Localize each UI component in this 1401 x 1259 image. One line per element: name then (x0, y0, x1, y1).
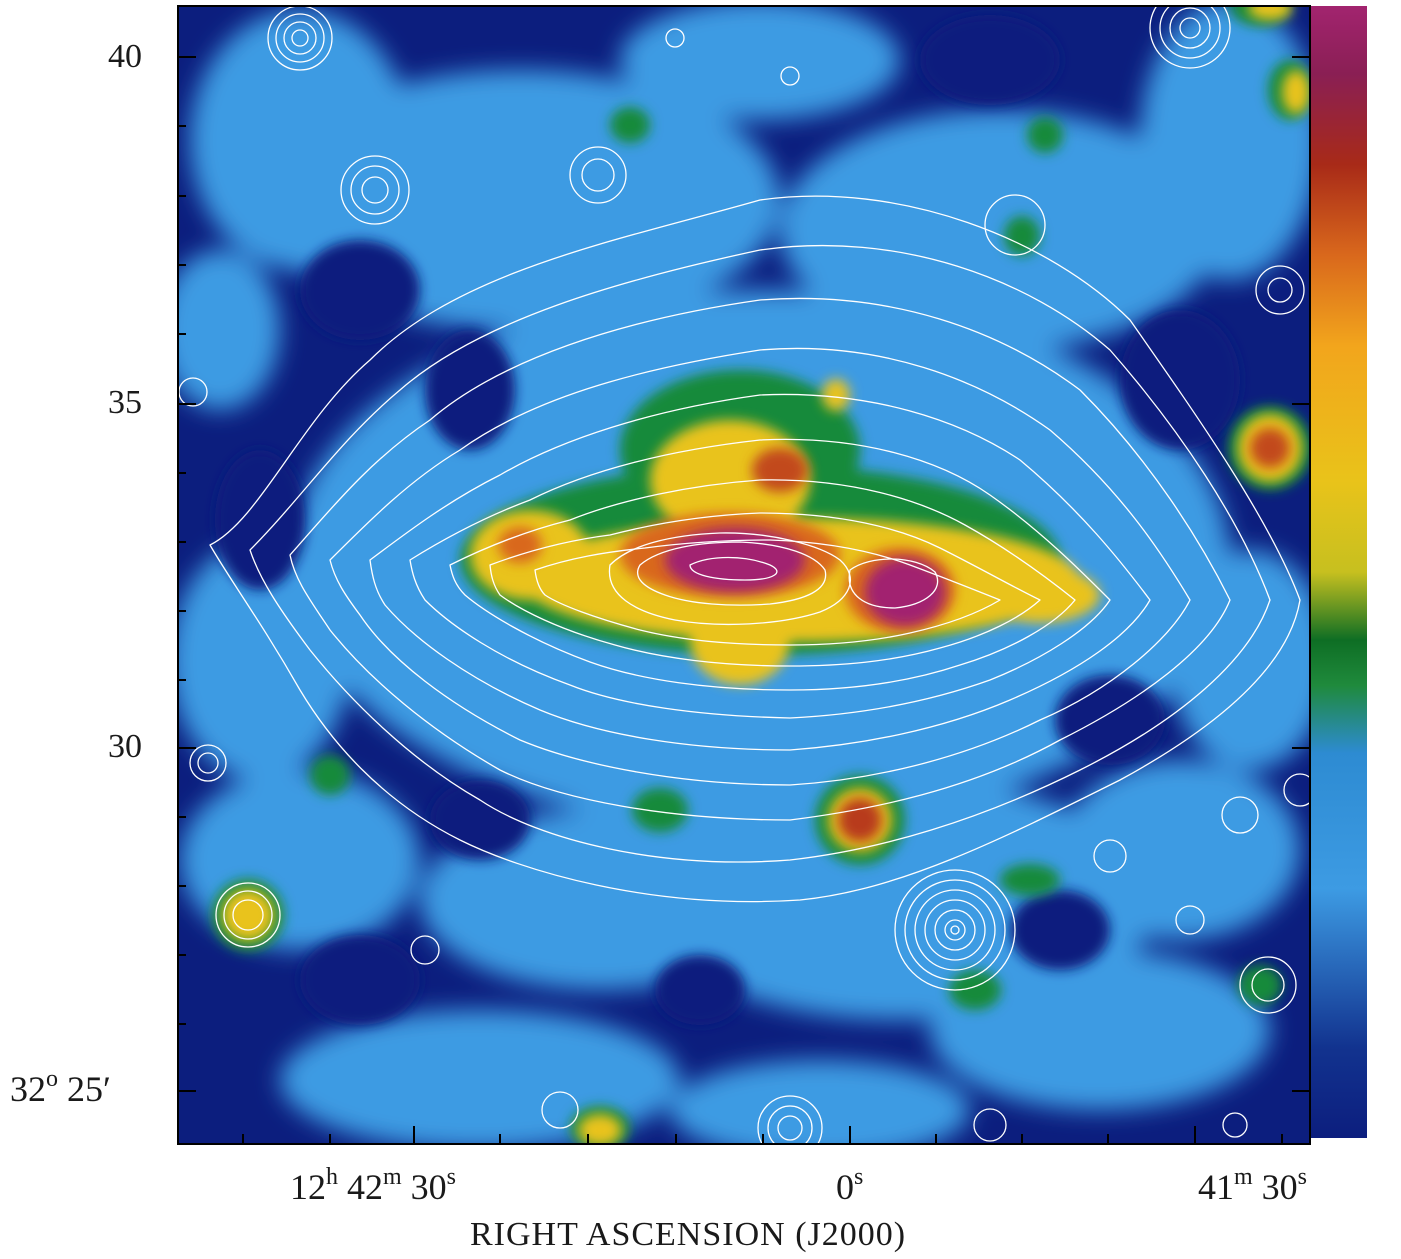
axis-ticks (178, 56, 1310, 1144)
x-tick-label-0s: 0s (836, 1164, 864, 1208)
x-tick-minutes-sup: m (1234, 1164, 1253, 1190)
compact-source-contours (178, 6, 1310, 1144)
x-tick-seconds: 30 (410, 1167, 447, 1207)
x-tick-hours-sup: h (326, 1164, 338, 1190)
background-holes (215, 15, 1240, 1025)
dec-min: 25′ (67, 1069, 111, 1109)
x-tick-seconds: 0 (836, 1167, 854, 1207)
x-tick-seconds-sup: s (446, 1164, 457, 1190)
x-axis-label: RIGHT ASCENSION (J2000) (470, 1216, 907, 1253)
x-tick-minutes-sup: m (383, 1164, 402, 1190)
x-tick-minutes: 41 (1198, 1167, 1234, 1207)
x-tick-seconds: 30 (1261, 1167, 1298, 1207)
x-tick-label-41m30s: 41m 30s (1198, 1164, 1308, 1208)
dec-corner-label: 32o 25′ (10, 1066, 111, 1110)
plot-frame (177, 5, 1311, 1145)
x-tick-hours: 12 (290, 1167, 326, 1207)
x-tick-seconds-sup: s (1297, 1164, 1308, 1190)
dec-deg: 32 (10, 1069, 46, 1109)
y-tick-label-30: 30 (108, 728, 142, 765)
x-tick-minutes: 42 (347, 1167, 383, 1207)
radio-contours (178, 6, 1310, 1144)
x-tick-seconds-sup: s (854, 1164, 864, 1190)
x-tick-label-12h42m30s: 12h 42m 30s (290, 1164, 457, 1208)
y-tick-label-35: 35 (108, 384, 142, 421)
y-tick-label-40: 40 (108, 38, 142, 75)
xray-emission-map (178, 6, 1310, 1144)
dec-deg-sup: o (46, 1066, 58, 1092)
colorbar (1311, 6, 1367, 1138)
